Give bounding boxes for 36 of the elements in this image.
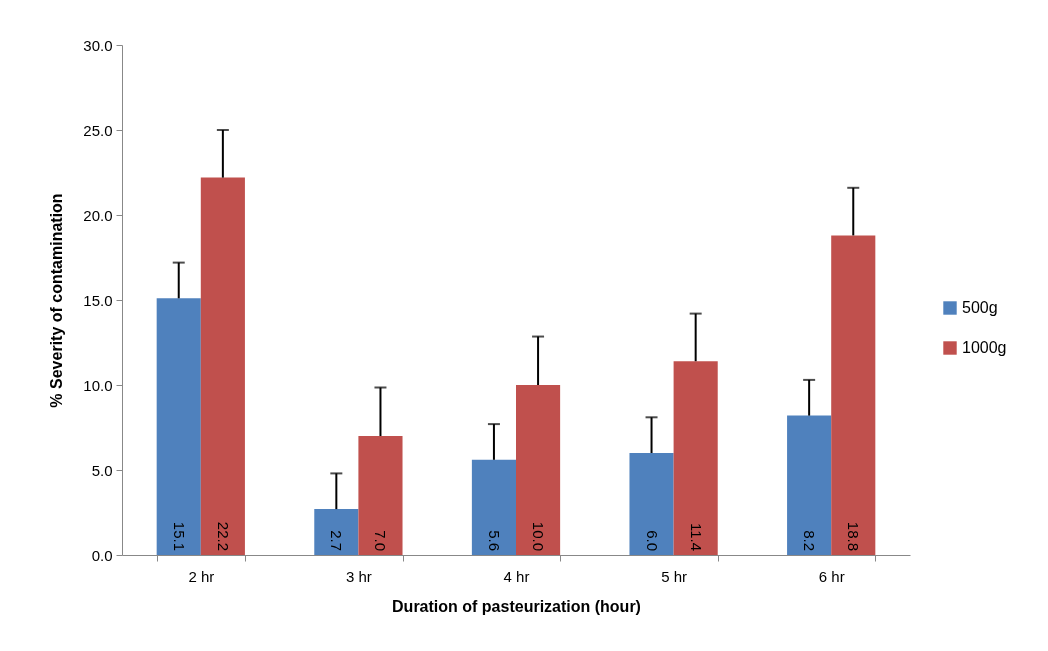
y-tick-label: 10.0 [83, 376, 113, 394]
bar [787, 415, 832, 555]
y-tick-label: 5.0 [91, 461, 113, 479]
data-label: 15.1 [170, 521, 188, 551]
y-tick-label: 30.0 [83, 36, 113, 54]
bar [156, 298, 201, 555]
legend-label: 500g [962, 299, 998, 316]
y-tick-label: 25.0 [83, 121, 113, 139]
bar [629, 453, 674, 555]
bar [358, 436, 403, 555]
bar [314, 509, 359, 555]
bar [471, 459, 516, 555]
x-axis-title: Duration of pasteurization (hour) [392, 597, 641, 615]
data-label: 2.7 [328, 530, 346, 551]
bar [831, 235, 876, 555]
y-tick-label: 20.0 [83, 206, 113, 224]
bar [516, 385, 561, 555]
bar [673, 361, 718, 555]
x-tick-label: 2 hr [188, 567, 215, 585]
y-tick-label: 15.0 [83, 291, 113, 309]
legend-label: 1000g [962, 339, 1007, 356]
data-label: 7.0 [372, 530, 390, 551]
data-label: 22.2 [214, 521, 232, 551]
x-tick-label: 4 hr [503, 567, 530, 585]
data-label: 6.0 [643, 530, 661, 551]
data-label: 10.0 [530, 521, 548, 551]
data-label: 18.8 [845, 521, 863, 551]
y-axis-title: % Severity of contamination [48, 193, 66, 408]
data-label: 8.2 [801, 530, 819, 551]
y-tick-label: 0.0 [91, 546, 113, 564]
x-tick-label: 3 hr [345, 567, 372, 585]
x-tick-label: 5 hr [661, 567, 688, 585]
data-label: 5.6 [485, 530, 503, 551]
data-label: 11.4 [687, 522, 705, 551]
bar [200, 177, 245, 555]
x-tick-label: 6 hr [818, 567, 845, 585]
